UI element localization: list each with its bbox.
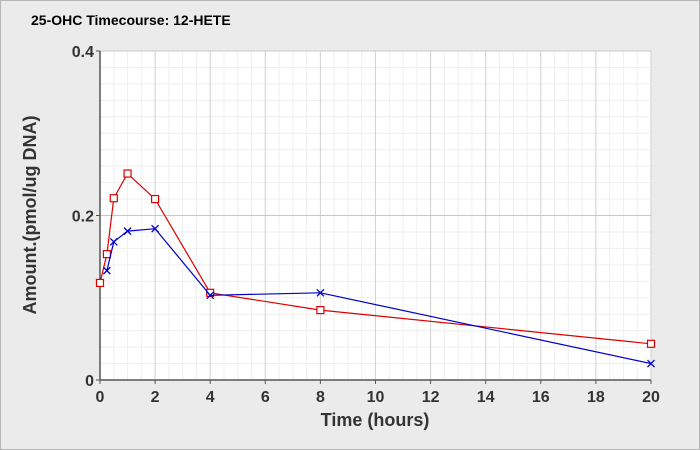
data-point — [102, 266, 111, 275]
axes: 0 2 4 6 8 10 12 14 16 18 20 0 0.2 0.4 — [72, 44, 660, 406]
data-point — [109, 194, 118, 203]
data-point — [109, 237, 118, 246]
data-point — [206, 291, 215, 300]
marker-stroke — [316, 288, 325, 297]
x-axis-label: Time (hours) — [321, 410, 430, 430]
data-point — [95, 278, 105, 288]
x-tick-label: 18 — [587, 389, 605, 406]
x-tick-label: 4 — [206, 389, 215, 406]
marker-stroke — [206, 291, 215, 300]
data-point — [123, 169, 132, 178]
series-2 — [102, 224, 655, 368]
x-tick-label: 20 — [642, 389, 660, 406]
x-tick-label: 6 — [261, 389, 270, 406]
series-layer — [95, 169, 656, 368]
y-tick-label: 0 — [85, 373, 94, 390]
data-point — [316, 305, 325, 315]
x-tick-label: 16 — [532, 389, 550, 406]
data-point — [206, 288, 215, 297]
data-point — [123, 227, 132, 236]
marker-stroke — [123, 227, 132, 236]
marker-stroke — [109, 237, 118, 246]
x-tick-label: 8 — [316, 389, 325, 406]
data-point — [102, 250, 111, 259]
x-tick-label: 10 — [367, 389, 385, 406]
marker-stroke — [151, 224, 160, 233]
series-line — [99, 172, 652, 345]
chart-title: 25-OHC Timecourse: 12-HETE — [31, 12, 231, 28]
data-point — [647, 359, 655, 368]
y-axis-label: Amount.(pmol/ug DNA) — [20, 116, 40, 315]
x-tick-label: 14 — [477, 389, 495, 406]
x-tick-label: 2 — [151, 389, 160, 406]
x-tick-label: 0 — [96, 389, 105, 406]
series-1 — [95, 169, 656, 348]
y-tick-label: 0.2 — [72, 209, 94, 226]
data-point — [646, 339, 656, 348]
data-point — [151, 194, 160, 204]
marker-stroke — [102, 266, 111, 275]
data-point — [151, 224, 160, 233]
y-tick-label: 0.4 — [72, 44, 94, 61]
x-tick-label: 12 — [422, 389, 440, 406]
data-point — [316, 288, 325, 297]
marker-stroke — [647, 359, 655, 368]
grid-lines — [99, 50, 652, 381]
